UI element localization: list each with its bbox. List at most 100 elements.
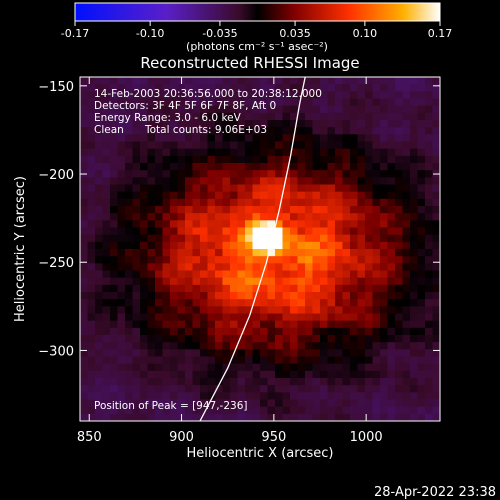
heatmap-cell — [185, 277, 194, 286]
heatmap-cell — [110, 148, 119, 157]
heatmap-cell — [372, 213, 381, 221]
heatmap-cell — [207, 370, 216, 379]
heatmap-cell — [312, 277, 321, 286]
heatmap-cell — [140, 284, 149, 293]
heatmap-cell — [132, 155, 141, 164]
heatmap-cell — [267, 306, 276, 315]
heatmap-cell — [170, 249, 179, 257]
heatmap-cell — [297, 270, 306, 279]
heatmap-cell — [297, 112, 306, 121]
heatmap-cell — [320, 127, 329, 135]
solar-limb-curve — [199, 77, 306, 421]
heatmap-cell — [177, 277, 186, 286]
heatmap-cell — [132, 127, 141, 135]
heatmap-cell — [95, 155, 104, 164]
heatmap-cell — [402, 342, 411, 350]
heatmap-cell — [192, 155, 201, 164]
heatmap-cell — [395, 306, 404, 315]
heatmap-cell — [185, 91, 194, 100]
heatmap-cell — [102, 177, 111, 186]
heatmap-cell — [177, 320, 186, 329]
heatmap-cell — [432, 77, 440, 85]
heatmap-cell — [252, 392, 261, 401]
heatmap-cell — [395, 370, 404, 379]
heatmap-cell — [417, 170, 426, 178]
heatmap-cell — [357, 148, 366, 157]
heatmap-cell — [132, 335, 141, 343]
heatmap-cell — [305, 378, 314, 386]
heatmap-cell — [432, 349, 440, 358]
heatmap-cell — [410, 284, 419, 293]
heatmap-cell — [140, 220, 149, 229]
heatmap-cell — [230, 227, 239, 236]
heatmap-cell — [125, 163, 134, 171]
heatmap-cell — [252, 112, 261, 121]
heatmap-cell — [312, 163, 321, 171]
heatmap-cell — [140, 155, 149, 164]
heatmap-cell — [350, 249, 359, 257]
heatmap-cell — [297, 320, 306, 329]
heatmap-cell — [372, 327, 381, 336]
heatmap-cell — [185, 270, 194, 279]
heatmap-cell — [402, 170, 411, 178]
heatmap-cell — [342, 270, 351, 279]
heatmap-cell — [402, 413, 411, 421]
heatmap-cell — [110, 363, 119, 372]
heatmap-cell — [260, 363, 269, 372]
heatmap-cell — [162, 399, 171, 408]
heatmap-cell — [117, 220, 126, 229]
heatmap-cell — [170, 256, 179, 264]
heatmap-cell — [387, 284, 396, 293]
heatmap-cell — [365, 406, 374, 415]
heatmap-cell — [117, 327, 126, 336]
heatmap-cell — [320, 98, 329, 107]
heatmap-cell — [320, 413, 329, 421]
heatmap-cell — [80, 241, 89, 250]
heatmap-cell — [80, 220, 89, 229]
heatmap-cell — [230, 270, 239, 279]
heatmap-cell — [222, 363, 231, 372]
heatmap-cell — [147, 277, 156, 286]
heatmap-cell — [125, 148, 134, 157]
heatmap-cell — [357, 234, 366, 243]
heatmap-cell — [185, 155, 194, 164]
heatmap-cell — [215, 284, 224, 293]
heatmap-cell — [267, 227, 276, 236]
heatmap-cell — [275, 112, 284, 121]
heatmap-cell — [185, 349, 194, 358]
heatmap-cell — [185, 241, 194, 250]
heatmap-cell — [110, 306, 119, 315]
heatmap-cell — [380, 392, 389, 401]
heatmap-cell — [327, 306, 336, 315]
heatmap-cell — [177, 120, 186, 128]
heatmap-cell — [327, 206, 336, 214]
heatmap-cell — [117, 356, 126, 365]
heatmap-cell — [230, 256, 239, 264]
heatmap-cell — [87, 127, 96, 135]
heatmap-cell — [215, 148, 224, 157]
heatmap-cell — [245, 148, 254, 157]
heatmap-cell — [305, 349, 314, 358]
heatmap-cell — [260, 277, 269, 286]
heatmap-cell — [170, 378, 179, 386]
heatmap-cell — [402, 84, 411, 92]
heatmap-cell — [252, 191, 261, 200]
heatmap-cell — [125, 299, 134, 307]
heatmap-cell — [387, 112, 396, 121]
heatmap-cell — [177, 406, 186, 415]
heatmap-cell — [297, 198, 306, 207]
heatmap-cell — [192, 335, 201, 343]
heatmap-cell — [357, 134, 366, 143]
heatmap-cell — [275, 191, 284, 200]
heatmap-cell — [245, 292, 254, 300]
heatmap-cell — [402, 127, 411, 135]
heatmap-cell — [290, 198, 299, 207]
heatmap-cell — [132, 220, 141, 229]
heatmap-cell — [147, 363, 156, 372]
heatmap-cell — [365, 91, 374, 100]
heatmap-cell — [132, 270, 141, 279]
heatmap-cell — [110, 184, 119, 193]
heatmap-cell — [117, 98, 126, 107]
heatmap-cell — [282, 392, 291, 401]
heatmap-cell — [177, 256, 186, 264]
